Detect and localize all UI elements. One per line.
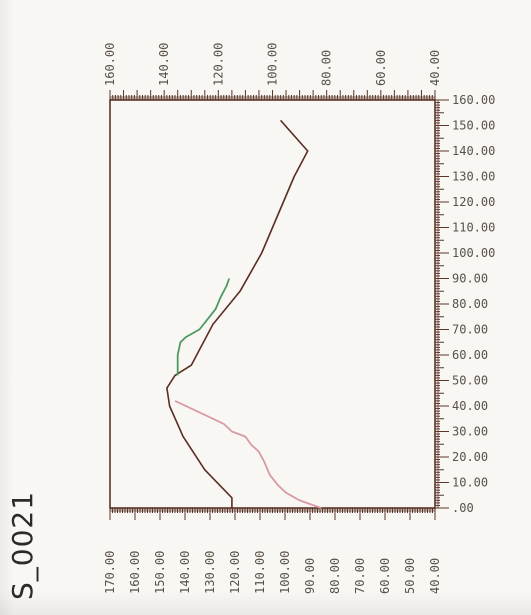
sample-id: S_0021 [6, 490, 39, 600]
top-tick-label: 80.00 [320, 50, 334, 86]
bottom-tick-label: 60.00 [378, 558, 392, 594]
bottom-tick-label: 40.00 [428, 558, 442, 594]
bottom-tick-label: 70.00 [353, 558, 367, 594]
top-tick-label: 140.00 [157, 43, 171, 86]
right-tick-label: 60.00 [452, 348, 488, 362]
right-tick-label: 130.00 [452, 170, 495, 184]
right-tick-label: .00 [452, 501, 474, 515]
top-tick-label: 100.00 [266, 43, 280, 86]
bottom-tick-label: 160.00 [128, 551, 142, 594]
series-line-0 [166, 119, 309, 508]
right-tick-label: 40.00 [452, 399, 488, 413]
top-tick-label: 160.00 [103, 43, 117, 86]
right-tick-label: 120.00 [452, 195, 495, 209]
bottom-tick-label: 120.00 [228, 551, 242, 594]
series-layer [166, 119, 322, 509]
bottom-tick-label: 150.00 [153, 551, 167, 594]
top-tick-label: 120.00 [211, 43, 225, 86]
bottom-tick-label: 130.00 [203, 551, 217, 594]
bottom-tick-label: 110.00 [253, 551, 267, 594]
right-tick-label: 140.00 [452, 144, 495, 158]
plot-frame [109, 99, 436, 509]
bottom-tick-label: 50.00 [403, 558, 417, 594]
right-tick-label: 30.00 [452, 425, 488, 439]
series-line-2 [176, 278, 231, 376]
right-tick-label: 10.00 [452, 476, 488, 490]
right-tick-label: 110.00 [452, 221, 495, 235]
right-tick-label: 90.00 [452, 272, 488, 286]
right-tick-label: 100.00 [452, 246, 495, 260]
top-axis-labels: 160.00 140.00 120.00 100.00 80.00 60.00 40.00 [103, 43, 442, 86]
bottom-tick-label: 80.00 [328, 558, 342, 594]
bottom-tick-label: 100.00 [278, 551, 292, 594]
bottom-tick-label: 140.00 [178, 551, 192, 594]
series-line-1 [174, 400, 322, 509]
bottom-tick-label: 90.00 [303, 558, 317, 594]
right-tick-label: 70.00 [452, 323, 488, 337]
right-tick-label: 160.00 [452, 93, 495, 107]
top-tick-label: 40.00 [428, 50, 442, 86]
axes [109, 90, 449, 520]
top-tick-label: 60.00 [374, 50, 388, 86]
right-tick-label: 150.00 [452, 119, 495, 133]
bottom-tick-label: 170.00 [103, 551, 117, 594]
bottom-axis-labels: 170.00 160.00 150.00 140.00 130.00 120.00 110.… [103, 551, 442, 594]
right-tick-label: 80.00 [452, 297, 488, 311]
right-tick-label: 50.00 [452, 374, 488, 388]
right-tick-label: 20.00 [452, 450, 488, 464]
right-axis-labels: .00 10.00 20.00 30.00 40.00 50.00 60.00 70.00 80… [452, 93, 495, 515]
